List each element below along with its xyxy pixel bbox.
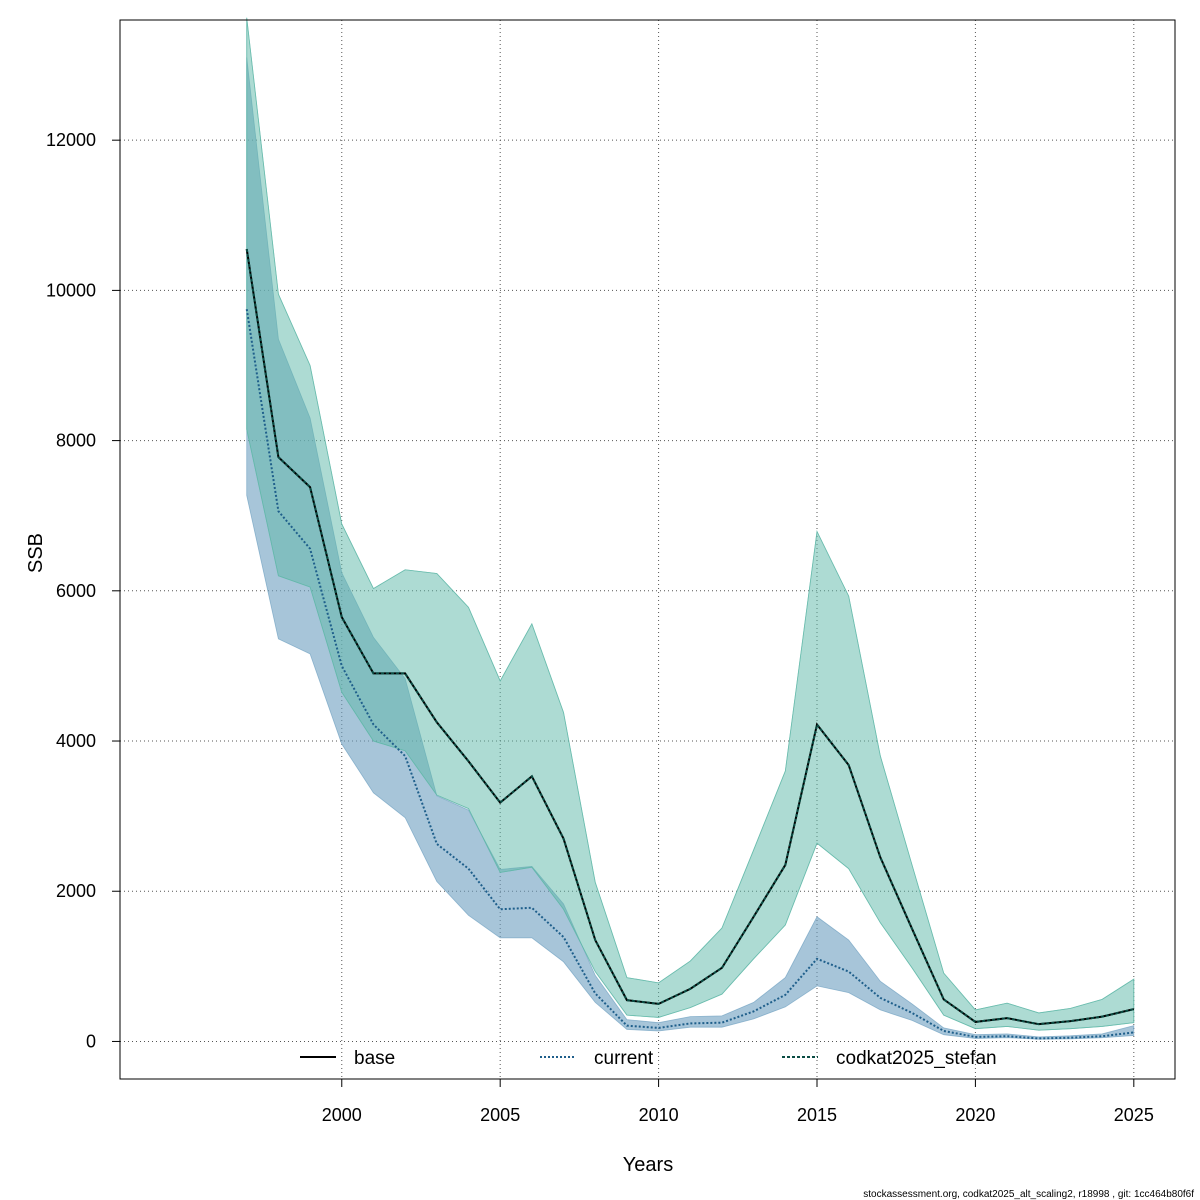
y-tick-label: 12000 xyxy=(46,130,96,150)
confidence-bands xyxy=(246,17,1135,1040)
x-tick-label: 2020 xyxy=(955,1105,995,1125)
band-current xyxy=(246,57,1135,1040)
legend: base current codkat2025_stefan xyxy=(300,1048,997,1069)
legend-label: base xyxy=(354,1048,395,1069)
band-codkat2025_stefan xyxy=(246,17,1135,1031)
legend-label: codkat2025_stefan xyxy=(836,1048,997,1069)
y-tick-label: 4000 xyxy=(56,731,96,751)
y-axis-title: SSB xyxy=(25,533,47,573)
x-tick-label: 2025 xyxy=(1114,1105,1154,1125)
x-tick-label: 2010 xyxy=(639,1105,679,1125)
y-tick-label: 6000 xyxy=(56,581,96,601)
x-tick-label: 2015 xyxy=(797,1105,837,1125)
grid-lines xyxy=(120,20,1175,1079)
x-tick-label: 2005 xyxy=(480,1105,520,1125)
x-tick-label: 2000 xyxy=(322,1105,362,1125)
plot-frame xyxy=(119,19,1176,1080)
y-tick-label: 0 xyxy=(86,1031,96,1051)
y-tick-label: 2000 xyxy=(56,881,96,901)
legend-label: current xyxy=(594,1048,654,1069)
y-axis: 0 2000 4000 6000 8000 10000 12000 xyxy=(46,130,120,1051)
x-axis-title: Years xyxy=(623,1154,673,1176)
series-lines xyxy=(245,248,1135,1040)
y-tick-label: 10000 xyxy=(46,280,96,300)
x-axis: 2000 2005 2010 2015 2020 2025 xyxy=(322,1079,1154,1125)
line-codkat2025_stefan xyxy=(245,248,1135,1026)
y-tick-label: 8000 xyxy=(56,431,96,451)
footer-note: stockassessment.org, codkat2025_alt_scal… xyxy=(863,1189,1194,1200)
